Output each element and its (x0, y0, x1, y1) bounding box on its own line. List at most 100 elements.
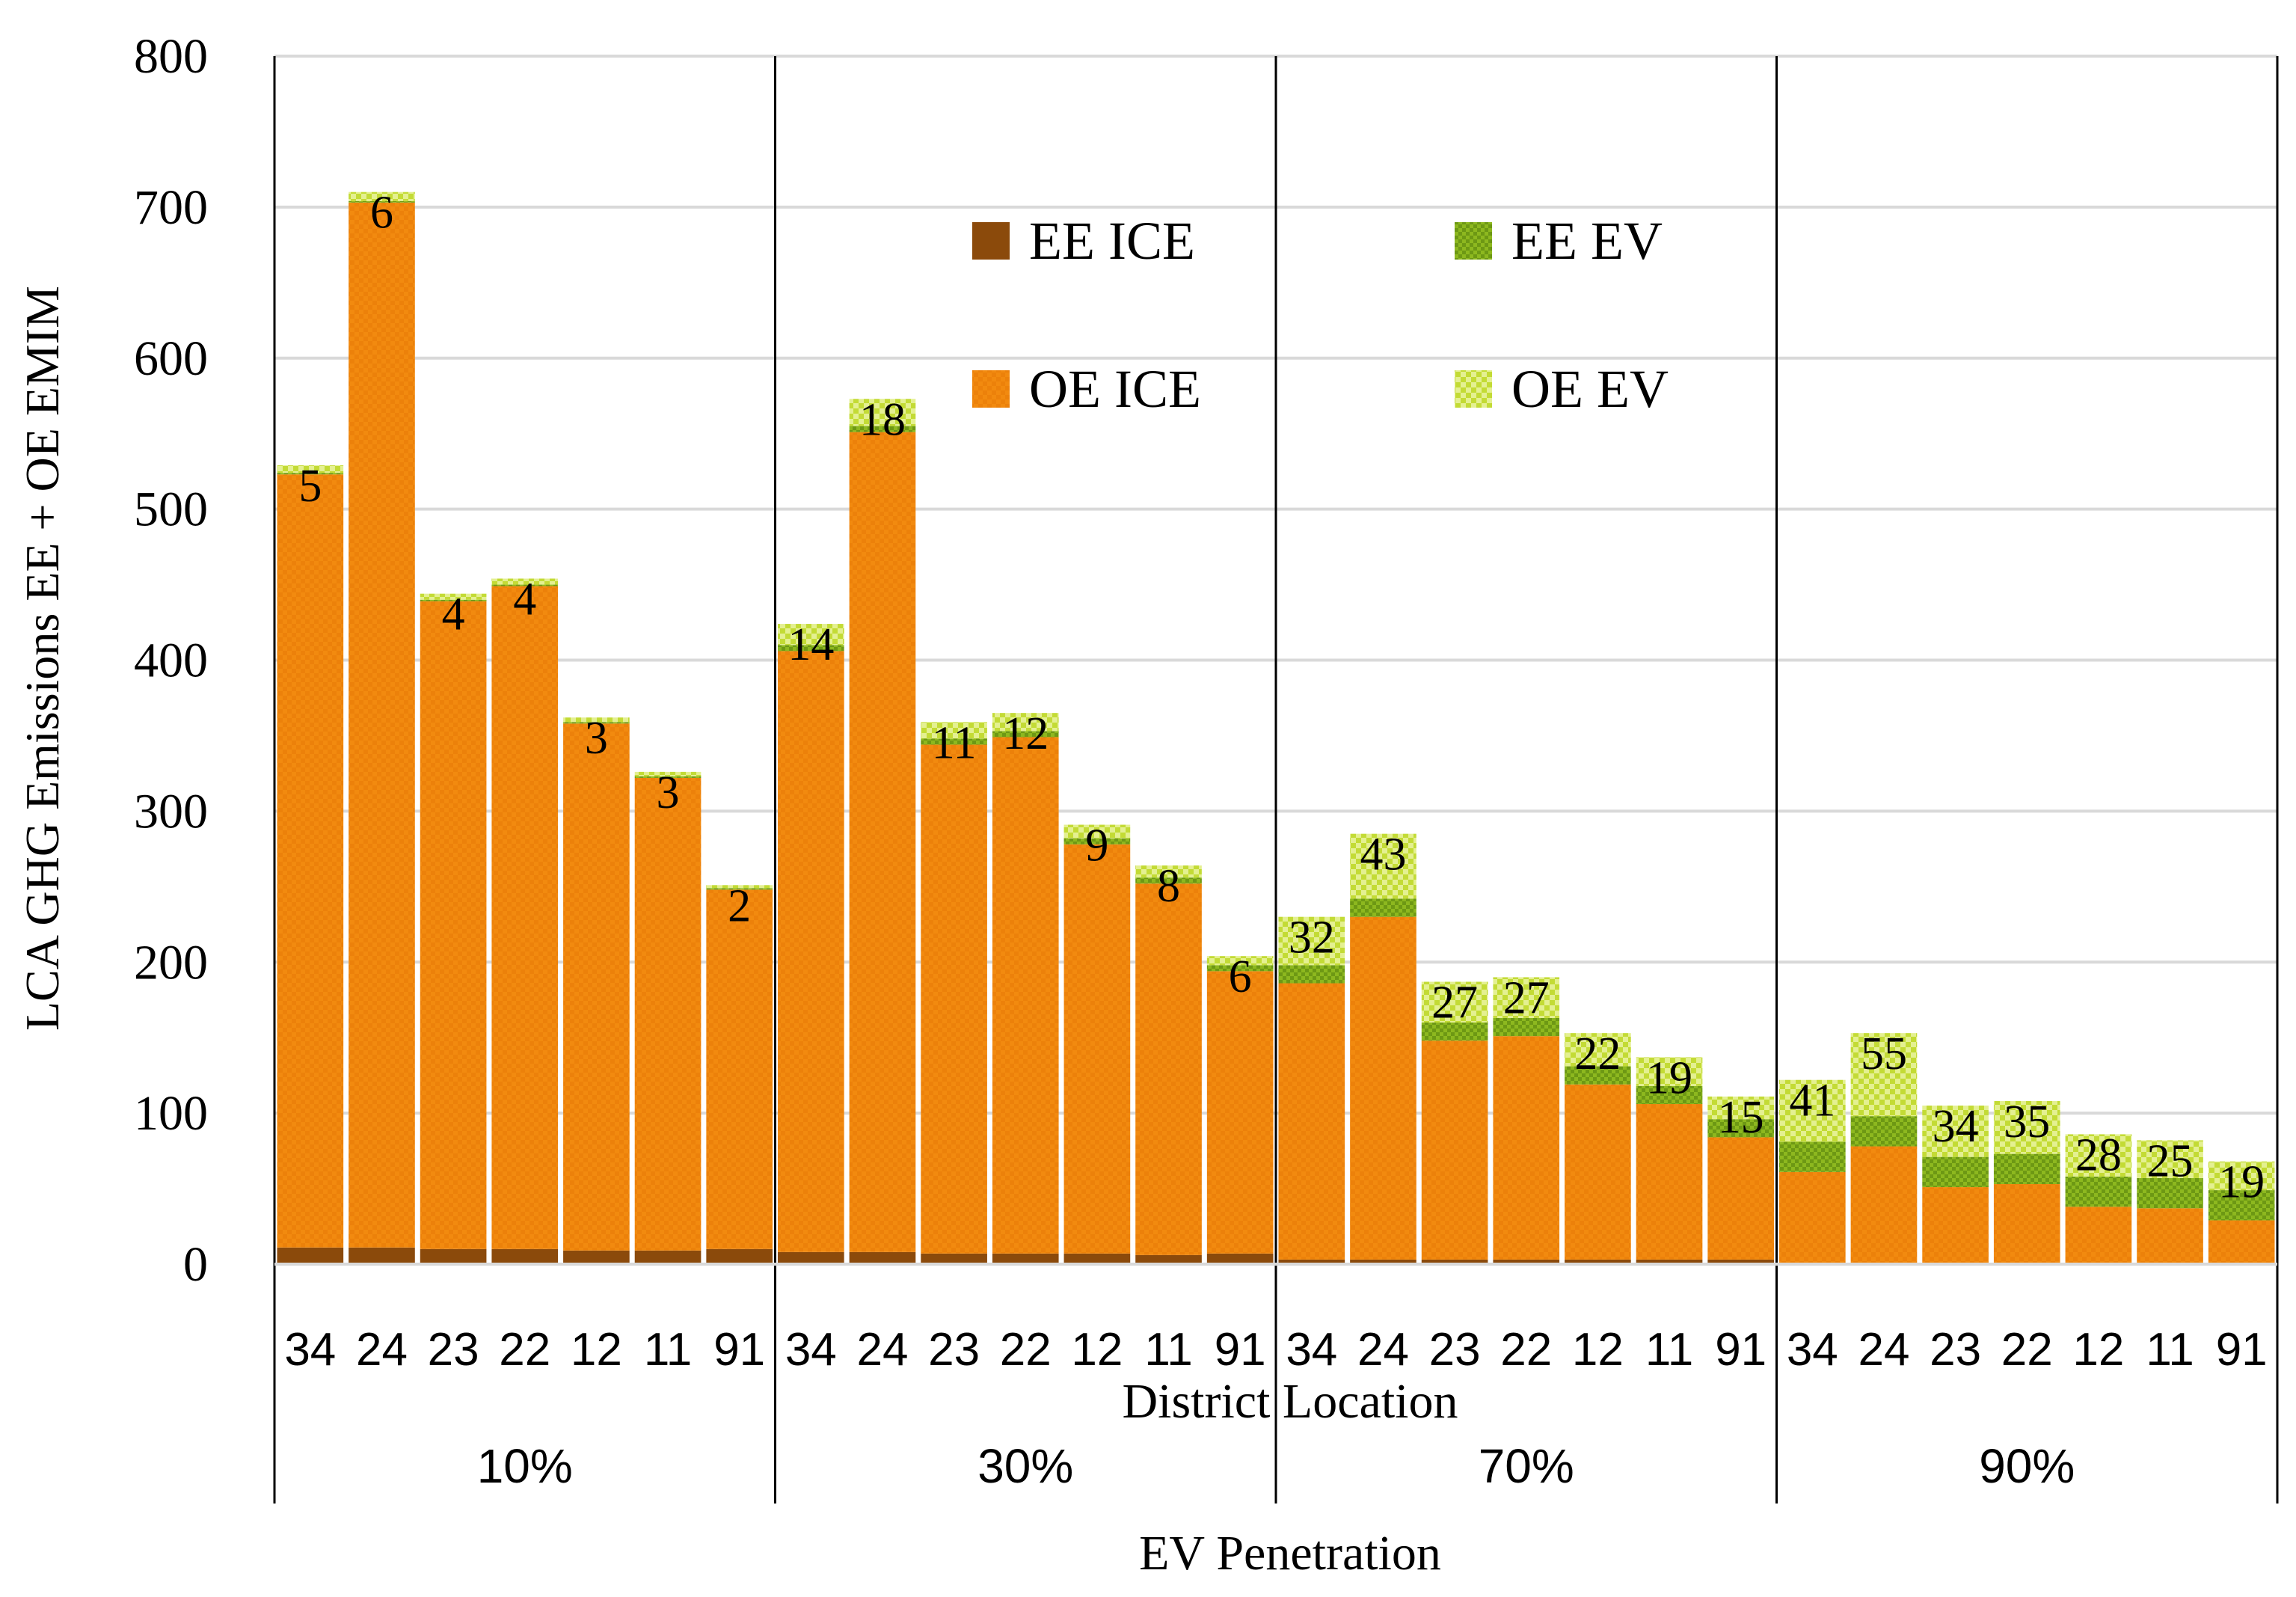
x-axis-labels: 34 24 23 22 12 11 91 10% 34 24 23 22 12 11 91 30% 34 24 23… (284, 1324, 2267, 1493)
bar-segment-oe-ice (563, 723, 630, 1251)
bar-data-label: 18 (859, 394, 906, 445)
bar-segment-ee-ev (277, 473, 344, 475)
bar-segment-ee-ev (1493, 1017, 1560, 1037)
bar-segment-oe-ice (1421, 1040, 1488, 1260)
bar-segment-oe-ice (778, 651, 844, 1252)
bar-segment-oe-ice (634, 777, 702, 1251)
legend: EE ICE OE ICE EE EV OE EV (972, 211, 1669, 419)
bar-segment-ee-ice (1206, 1253, 1274, 1264)
bar-segment-oe-ice (1636, 1104, 1703, 1260)
bar-segment-ee-ice (849, 1251, 916, 1264)
x-axis-title-district: District Location (1122, 1374, 1458, 1429)
y-tick-label: 700 (134, 180, 208, 235)
bar-segment-oe-ice (921, 744, 987, 1254)
bar-data-label: 28 (2075, 1129, 2122, 1180)
bar-segment-ee-ev (563, 722, 630, 724)
legend-item-ee-ice: EE ICE (972, 211, 1195, 271)
bar-segment-ee-ice (1421, 1259, 1488, 1264)
bar-data-label: 27 (1431, 977, 1478, 1028)
bar-segment-oe-ev (2208, 1161, 2275, 1191)
legend-swatch (1455, 222, 1492, 260)
bar-segment-ee-ev (349, 200, 415, 203)
bar-data-label: 14 (788, 619, 834, 670)
district-tick-label: 23 (428, 1324, 479, 1376)
bar-segment-oe-ice (992, 737, 1059, 1254)
bar-segment-oe-ev (1493, 977, 1560, 1018)
bar-segment-oe-ev (1636, 1057, 1703, 1086)
bar-segment-oe-ice (1206, 971, 1274, 1254)
bar-segment-ee-ice (1350, 1259, 1416, 1264)
bar-segment-ee-ev (2065, 1176, 2132, 1207)
bar-segment-oe-ev (1421, 981, 1488, 1023)
district-tick-label: 24 (1357, 1324, 1409, 1376)
bar-segment-oe-ev (849, 399, 916, 426)
bar-segment-ee-ice (1636, 1259, 1703, 1264)
bar-segment-ee-ev (1565, 1066, 1631, 1085)
bar-segment-ee-ev (1636, 1085, 1703, 1105)
bar-segment-ee-ev (1779, 1141, 1846, 1172)
bar-segment-oe-ev (1707, 1096, 1774, 1120)
legend-item-ee-ev: EE EV (1455, 211, 1663, 271)
bar-segment-ee-ev (1135, 877, 1202, 884)
group-separators (273, 56, 2279, 1503)
bar-segment-oe-ev (1063, 824, 1131, 839)
legend-label: EE EV (1511, 211, 1663, 271)
district-tick-label: 22 (499, 1324, 550, 1376)
bar-data-label: 32 (1289, 913, 1335, 963)
bar-segment-oe-ice (349, 202, 415, 1248)
y-axis-ticks: 0 100 200 300 400 500 600 700 800 (134, 29, 208, 1292)
bar-segment-ee-ice (420, 1248, 487, 1264)
district-tick-label: 11 (644, 1324, 692, 1376)
district-tick-label: 91 (1215, 1324, 1266, 1376)
bar-segment-ee-ev (1350, 898, 1416, 917)
bar-data-label: 34 (1933, 1101, 1979, 1152)
district-tick-label: 23 (1429, 1324, 1481, 1376)
bar-segment-oe-ice (1779, 1171, 1846, 1263)
bar-segment-ee-ev (2137, 1177, 2203, 1209)
district-tick-label: 24 (1858, 1324, 1909, 1376)
bar-segment-oe-ice (1850, 1146, 1918, 1263)
district-tick-label: 23 (1930, 1324, 1981, 1376)
bar-data-label: 19 (2218, 1157, 2265, 1208)
bar-segment-ee-ev (1850, 1116, 1918, 1147)
bar-segment-oe-ev (1135, 865, 1202, 878)
bar-segment-oe-ev (349, 191, 415, 201)
bar-segment-ee-ice (778, 1251, 844, 1264)
bar-segment-oe-ice (1565, 1084, 1631, 1260)
group-label: 90% (1979, 1439, 2075, 1493)
bar-segment-ee-ice (921, 1253, 987, 1264)
legend-item-oe-ev: OE EV (1455, 359, 1669, 419)
bar-segment-ee-ice (634, 1250, 702, 1264)
bar-segment-ee-ev (420, 599, 487, 601)
bar-segment-ee-ev (921, 738, 987, 745)
bar-segment-ee-ice (1565, 1259, 1631, 1264)
bar-data-label: 41 (1789, 1076, 1835, 1127)
bar-segment-oe-ice (1922, 1187, 1989, 1263)
bar-data-label: 2 (728, 880, 751, 931)
legend-label: EE ICE (1029, 211, 1195, 271)
bar-segment-oe-ice (420, 601, 487, 1249)
bar-data-label: 5 (298, 461, 322, 512)
group-label: 70% (1479, 1439, 1574, 1493)
bar-segment-ee-ev (778, 645, 844, 652)
bar-segment-oe-ice (2208, 1220, 2275, 1263)
bar-segment-ee-ev (1707, 1119, 1774, 1138)
district-tick-label: 11 (1144, 1324, 1192, 1376)
bar-segment-ee-ev (491, 584, 559, 586)
bar-segment-oe-ev (563, 717, 630, 723)
bar-segment-oe-ev (277, 465, 344, 473)
bar-data-label: 55 (1861, 1029, 1907, 1079)
bar-segment-oe-ice (706, 889, 773, 1249)
district-tick-label: 11 (1645, 1324, 1693, 1376)
bar-segment-ee-ev (2208, 1190, 2275, 1221)
legend-swatch (972, 370, 1010, 408)
bar-data-label: 3 (657, 767, 680, 818)
bar-segment-ee-ice (277, 1247, 344, 1264)
bar-segment-ee-ice (1063, 1253, 1131, 1264)
bar-segment-oe-ice (277, 474, 344, 1248)
bar-segment-oe-ev (778, 624, 844, 646)
y-tick-label: 500 (134, 482, 208, 537)
bar-segment-ee-ice (349, 1247, 415, 1264)
district-tick-label: 12 (2072, 1324, 2124, 1376)
bar-segment-oe-ice (1350, 916, 1416, 1260)
